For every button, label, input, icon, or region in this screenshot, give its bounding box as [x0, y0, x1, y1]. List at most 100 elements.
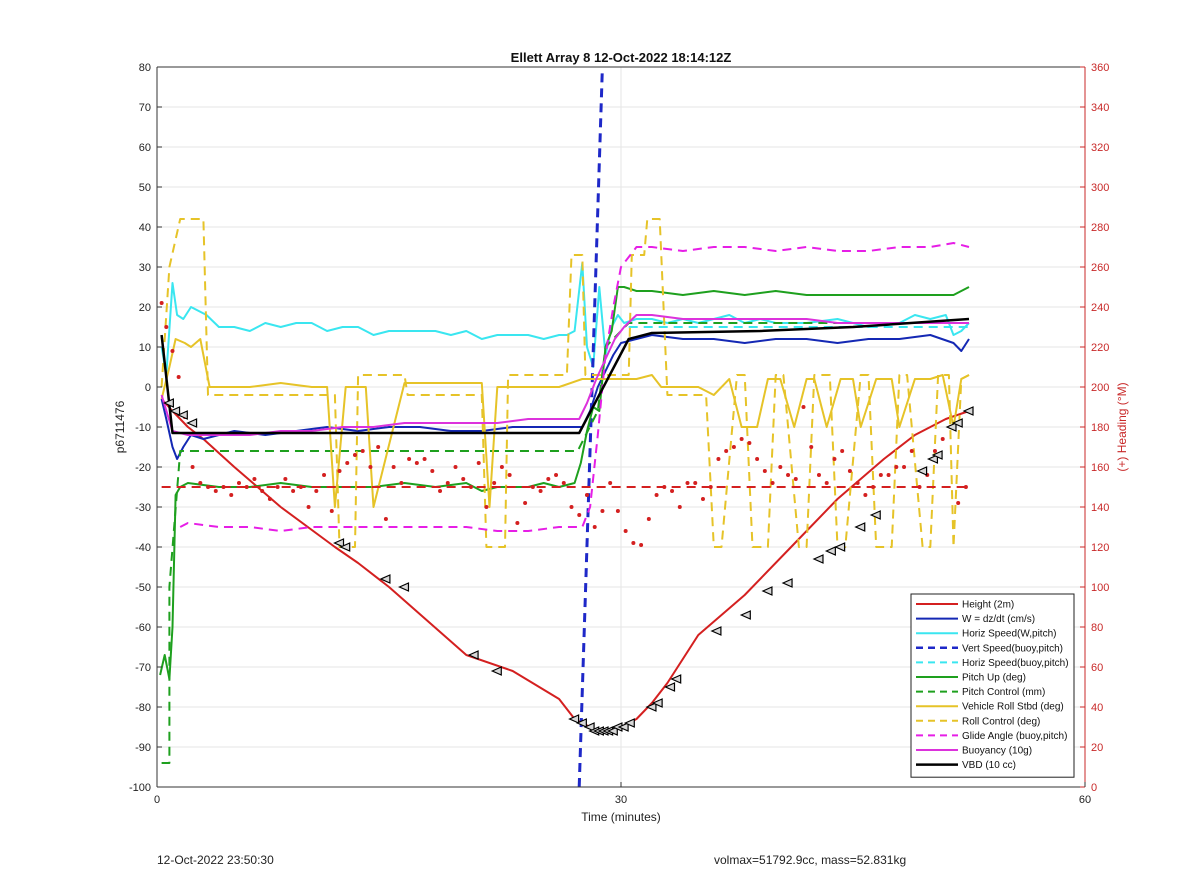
heading-point [600, 509, 605, 513]
y-tick-label: -40 [135, 542, 151, 554]
height-marker [834, 542, 846, 552]
footer-timestamp: 12-Oct-2022 23:50:30 [157, 853, 274, 867]
height-marker [467, 650, 479, 660]
heading-point [414, 461, 419, 465]
heading-point [383, 517, 388, 521]
heading-point [708, 485, 713, 489]
heading-point [252, 477, 257, 481]
heading-point [662, 485, 667, 489]
heading-point [499, 465, 504, 469]
heading-point [530, 485, 535, 489]
y-tick-label: -20 [135, 462, 151, 474]
heading-point [801, 405, 806, 409]
legend-label-w: W = dz/dt (cm/s) [962, 614, 1035, 625]
legend-label-horiz_buoy: Horiz Speed(buoy,pitch) [962, 658, 1069, 669]
y-tick-label: -70 [135, 662, 151, 674]
x-tick-label: 0 [154, 794, 160, 806]
heading-point [176, 375, 181, 379]
series-line-buoyancy [160, 314, 969, 436]
legend-label-pitch_up: Pitch Up (deg) [962, 673, 1026, 684]
y2-tick-label: 80 [1091, 622, 1103, 634]
heading-point [538, 489, 543, 493]
heading-point [816, 473, 821, 477]
heading-point [453, 465, 458, 469]
y2-tick-label: 60 [1091, 662, 1103, 674]
heading-point [608, 481, 613, 485]
heading-point [507, 473, 512, 477]
heading-point [700, 497, 705, 501]
heading-point [654, 493, 659, 497]
heading-point [569, 505, 574, 509]
heading-point [716, 457, 721, 461]
height-marker [869, 510, 881, 520]
y-tick-label: 80 [139, 62, 151, 74]
height-marker [781, 578, 793, 588]
height-marker [812, 554, 824, 564]
heading-point [376, 445, 381, 449]
heading-point [345, 461, 350, 465]
heading-point [213, 489, 218, 493]
y2-tick-label: 0 [1091, 782, 1097, 794]
heading-point [190, 465, 195, 469]
heading-point [368, 465, 373, 469]
height-marker [951, 418, 963, 428]
height-marker [739, 610, 751, 620]
heading-point [468, 485, 473, 489]
y-tick-label: -90 [135, 742, 151, 754]
heading-point [206, 485, 211, 489]
chart-title: Ellett Array 8 12-Oct-2022 18:14:12Z [511, 50, 732, 65]
series-layer [159, 66, 970, 788]
y-tick-label: 60 [139, 142, 151, 154]
height-marker [339, 542, 351, 552]
legend-label-buoyancy: Buoyancy (10g) [962, 746, 1032, 757]
legend-label-height: Height (2m) [962, 600, 1014, 611]
y-tick-label: -30 [135, 502, 151, 514]
heading-point [476, 461, 481, 465]
heading-point [260, 489, 265, 493]
height-marker [379, 574, 391, 584]
footer-volmax-mass: volmax=51792.9cc, mass=52.831kg [714, 853, 907, 867]
legend-box [910, 593, 1075, 778]
height-marker [162, 398, 174, 408]
heading-point [546, 477, 551, 481]
heading-point [322, 473, 327, 477]
heading-point [399, 481, 404, 485]
height-marker [761, 586, 773, 596]
heading-point [631, 541, 636, 545]
heading-point [762, 469, 767, 473]
heading-point [670, 489, 675, 493]
heading-point [461, 477, 466, 481]
heading-point [554, 473, 559, 477]
y2-tick-label: 200 [1091, 382, 1109, 394]
heading-point [523, 501, 528, 505]
y2-tick-label: 180 [1091, 422, 1109, 434]
heading-point [778, 465, 783, 469]
height-marker [623, 718, 635, 728]
heading-point [832, 457, 837, 461]
y2-tick-label: 300 [1091, 182, 1109, 194]
heading-point [407, 457, 412, 461]
legend-label-glide: Glide Angle (buoy,pitch) [962, 731, 1067, 742]
height-marker [651, 698, 663, 708]
height-marker [169, 406, 181, 416]
y2-tick-label: 220 [1091, 342, 1109, 354]
y-tick-label: -50 [135, 582, 151, 594]
heading-point [267, 497, 272, 501]
height-marker [710, 626, 722, 636]
heading-point [685, 481, 690, 485]
legend: Height (2m) W = dz/dt (cm/s) Horiz Speed(W… [910, 593, 1075, 778]
heading-point [360, 449, 365, 453]
heading-point [430, 469, 435, 473]
heading-point [391, 465, 396, 469]
y-tick-label: 20 [139, 302, 151, 314]
height-marker [931, 450, 943, 460]
series-line-w [160, 334, 970, 460]
y-tick-label: 10 [139, 342, 151, 354]
heading-point [855, 481, 860, 485]
x-axis-label: Time (minutes) [581, 810, 661, 824]
heading-point [198, 481, 203, 485]
heading-point [584, 493, 589, 497]
height-marker [490, 666, 502, 676]
heading-point [917, 485, 922, 489]
